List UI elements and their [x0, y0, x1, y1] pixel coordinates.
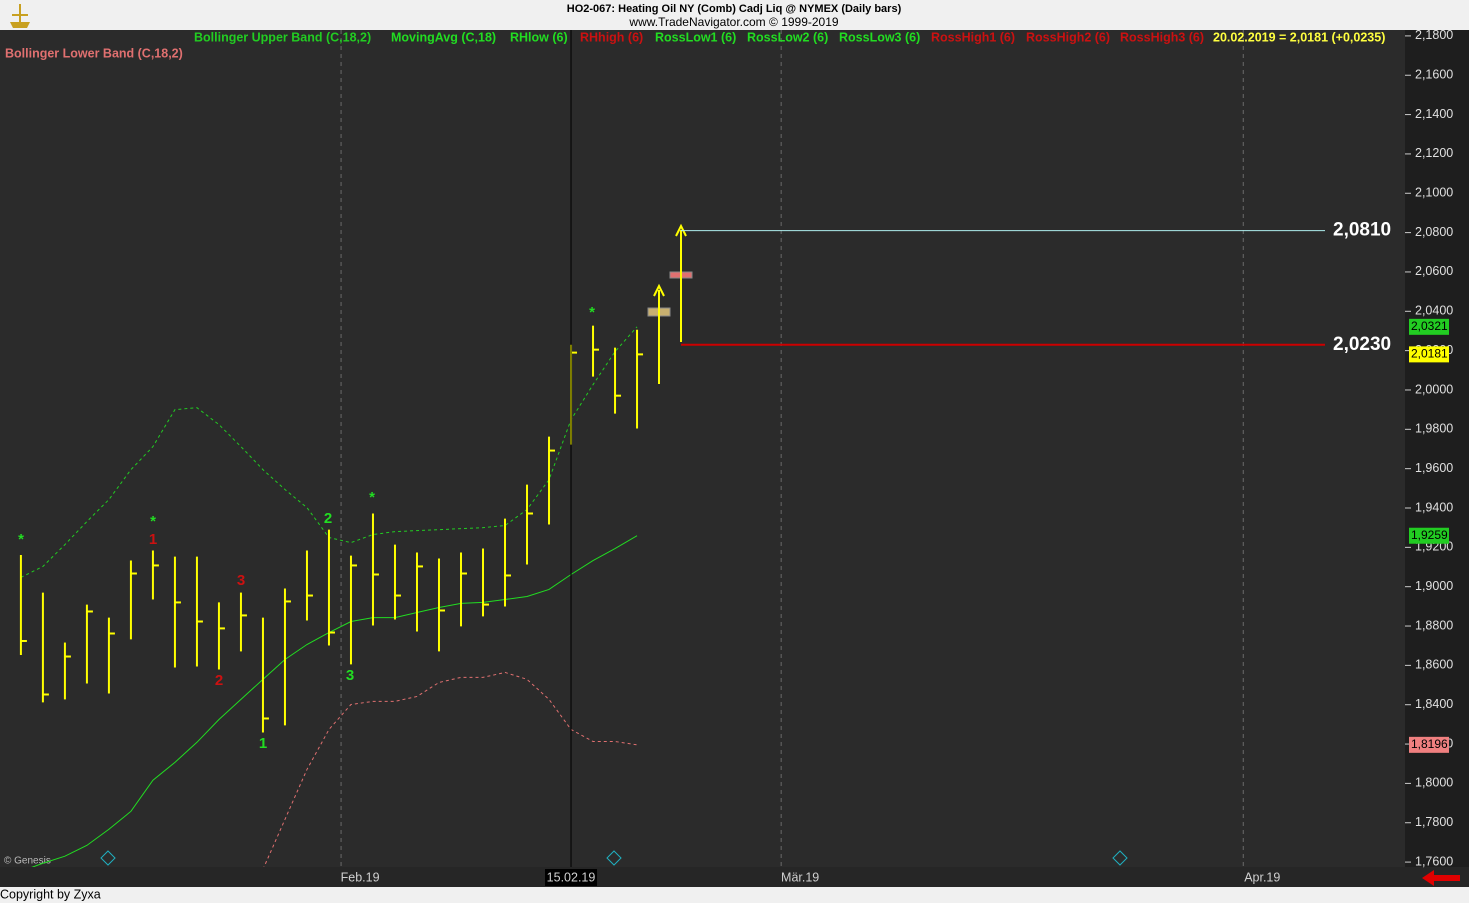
status-label: 20.02.2019 = 2,0181 (+0,0235) [1213, 30, 1385, 44]
annotation: 3 [237, 572, 245, 589]
y-tick-label: 1,8400 [1415, 697, 1453, 711]
annotation: 3 [346, 667, 354, 684]
header-bg [0, 0, 1469, 30]
legend-entry: Bollinger Lower Band (C,18,2) [5, 46, 183, 60]
last-value-bg [1409, 736, 1449, 753]
y-tick-label: 1,9400 [1415, 500, 1453, 514]
legend-entry: RossHigh1 (6) [931, 30, 1015, 44]
legend-entry: RossHigh3 (6) [1120, 30, 1204, 44]
last-value-label: 1,9259 [1411, 528, 1448, 542]
annotation: 2 [324, 510, 332, 527]
cursor-label-bg [545, 869, 598, 886]
last-value-bg [1409, 346, 1449, 363]
chart-subtitle: www.TradeNavigator.com © 1999-2019 [628, 15, 838, 29]
y-tick-label: 2,1600 [1415, 68, 1453, 82]
x-axis-bg [0, 867, 1469, 887]
x-tick-label: Apr.19 [1244, 870, 1280, 884]
legend-entry: RHhigh (6) [580, 30, 643, 44]
y-tick-label: 2,0000 [1415, 382, 1453, 396]
last-value-label: 2,0321 [1411, 319, 1448, 333]
markers [100, 223, 1460, 886]
legend-entry: RossHigh2 (6) [1026, 30, 1110, 44]
y-tick-label: 2,0800 [1415, 225, 1453, 239]
level-label: 2,0810 [1333, 220, 1391, 241]
copyright: Copyright by Zyxa [0, 887, 101, 901]
y-tick-label: 1,7800 [1415, 815, 1453, 829]
y-tick-label: 2,0600 [1415, 264, 1453, 278]
plot [19, 30, 1244, 867]
cursor-label: 15.02.19 [547, 870, 596, 884]
last-value-bg [1409, 527, 1449, 544]
y-tick-label: 1,8000 [1415, 776, 1453, 790]
y-tick-label: 2,1000 [1415, 186, 1453, 200]
annotation: 1 [149, 531, 157, 548]
annotation: * [589, 304, 595, 321]
annotation: 2 [215, 672, 223, 689]
annotation: * [150, 513, 156, 530]
legend-entry: RHlow (6) [510, 30, 568, 44]
last-value-label: 2,0181 [1411, 347, 1448, 361]
y-tick-label: 2,1800 [1415, 28, 1453, 42]
annotation: * [18, 531, 24, 548]
last-value-bg [1409, 318, 1449, 335]
legend-entry: RossLow2 (6) [747, 30, 828, 44]
annotation: * [369, 489, 375, 506]
y-tick-label: 2,1200 [1415, 146, 1453, 160]
annotation: 1 [259, 735, 267, 752]
level-label: 2,0230 [1333, 334, 1391, 355]
y-tick-label: 1,9800 [1415, 422, 1453, 436]
y-tick-label: 1,8600 [1415, 658, 1453, 672]
legend-entry: Bollinger Upper Band (C,18,2) [194, 30, 371, 44]
x-tick-label: Feb.19 [341, 870, 380, 884]
chart-title: HO2-067: Heating Oil NY (Comb) Cadj Liq … [567, 3, 902, 15]
y-tick-label: 1,8800 [1415, 618, 1453, 632]
y-tick-label: 1,9600 [1415, 461, 1453, 475]
x-tick-label: Mär.19 [781, 870, 819, 884]
y-tick-label: 2,0400 [1415, 304, 1453, 318]
last-value-label: 1,8196 [1411, 737, 1448, 751]
legend-entry: RossLow1 (6) [655, 30, 736, 44]
y-tick-label: 1,9000 [1415, 579, 1453, 593]
legend-entry: MovingAvg (C,18) [391, 30, 496, 44]
plot-bg [0, 30, 1405, 867]
y-tick-label: 2,1400 [1415, 107, 1453, 121]
axis-bg [1405, 30, 1469, 867]
source: © Genesis [4, 856, 51, 867]
logo [10, 4, 30, 28]
legend-entry: RossLow3 (6) [839, 30, 920, 44]
y-tick-label: 1,7600 [1415, 854, 1453, 868]
